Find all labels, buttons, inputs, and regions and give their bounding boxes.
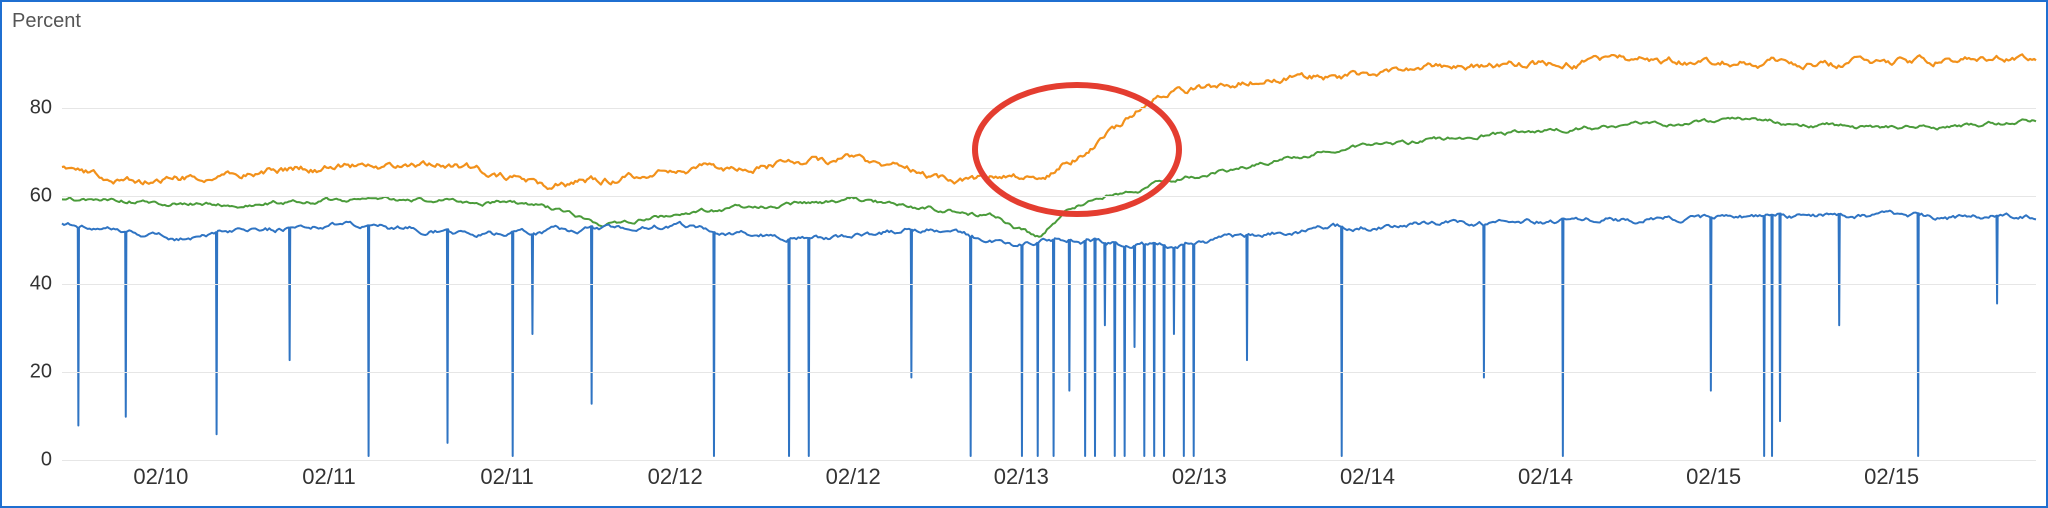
x-tick-label: 02/11 — [480, 456, 533, 490]
y-tick-label: 80 — [12, 97, 62, 120]
gridline — [62, 372, 2036, 373]
chart-frame: Percent 02040608002/1002/1102/1102/1202/… — [0, 0, 2048, 508]
gridline — [62, 108, 2036, 109]
x-tick-label: 02/13 — [994, 456, 1049, 490]
y-tick-label: 20 — [12, 361, 62, 384]
x-tick-label: 02/13 — [1172, 456, 1227, 490]
y-tick-label: 40 — [12, 273, 62, 296]
plot-area: 02040608002/1002/1102/1102/1202/1202/130… — [62, 42, 2036, 456]
x-tick-label: 02/10 — [133, 456, 188, 490]
x-tick-label: 02/11 — [302, 456, 355, 490]
x-tick-label: 02/14 — [1340, 456, 1395, 490]
chart-lines-svg — [62, 42, 2036, 456]
x-tick-label: 02/12 — [826, 456, 881, 490]
x-tick-label: 02/15 — [1864, 456, 1919, 490]
gridline — [62, 284, 2036, 285]
y-axis-title: Percent — [12, 10, 81, 33]
x-tick-label: 02/15 — [1686, 456, 1741, 490]
series-orange — [62, 54, 2036, 189]
series-blue — [62, 211, 2036, 456]
y-tick-label: 60 — [12, 185, 62, 208]
gridline — [62, 196, 2036, 197]
y-tick-label: 0 — [12, 449, 62, 472]
x-tick-label: 02/14 — [1518, 456, 1573, 490]
x-tick-label: 02/12 — [648, 456, 703, 490]
